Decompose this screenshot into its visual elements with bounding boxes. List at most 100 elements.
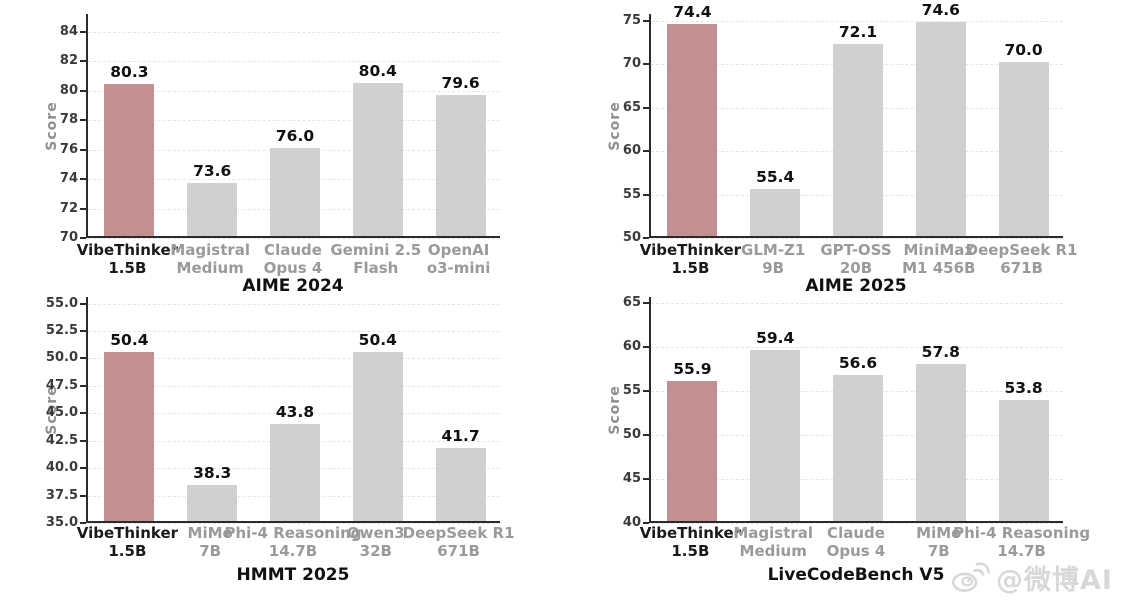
tick-mark — [80, 119, 86, 122]
bar — [435, 447, 486, 521]
category-label: GPT-OSS 20B — [820, 241, 892, 277]
tick-mark — [643, 346, 649, 349]
tick-mark — [80, 384, 86, 387]
tick-mark — [643, 302, 649, 305]
bar — [915, 22, 966, 236]
value-label: 50.4 — [110, 331, 149, 350]
tick-mark — [80, 30, 86, 33]
tick-mark — [643, 434, 649, 437]
value-label: 59.4 — [756, 329, 795, 348]
gridline — [651, 238, 1063, 239]
category-label: MiniMax M1 456B — [902, 241, 976, 277]
tick-mark — [80, 60, 86, 63]
gridline — [88, 385, 500, 387]
category-label: MiMo 7B — [916, 524, 962, 560]
category-label: VibeThinker 1.5B — [76, 524, 179, 560]
bar — [998, 399, 1049, 521]
category-label: Gemini 2.5 Flash — [330, 241, 422, 277]
value-label: 53.8 — [1004, 378, 1043, 397]
bar — [270, 147, 320, 236]
gridline — [88, 61, 500, 63]
y-tick-label: 45 — [622, 471, 641, 487]
y-tick-label: 70 — [622, 56, 641, 72]
bar — [667, 24, 718, 236]
tick-mark — [80, 302, 86, 305]
y-tick-label: 42.5 — [45, 432, 78, 448]
chart-panel-livecodebench-v5: Score 55.9 59.4 56.6 57.8 53.8 VibeThinker 1… — [563, 289, 1125, 605]
value-label: 74.6 — [921, 1, 960, 20]
tick-mark — [80, 412, 86, 415]
bar — [435, 94, 486, 236]
value-label: 80.4 — [358, 61, 397, 80]
y-tick-label: 47.5 — [45, 377, 78, 393]
value-label: 43.8 — [275, 403, 315, 422]
tick-mark — [80, 207, 86, 210]
tick-mark — [643, 390, 649, 393]
value-label: 55.4 — [756, 168, 795, 187]
chart-title: AIME 2025 — [805, 276, 907, 296]
tick-mark — [643, 478, 649, 481]
tick-mark — [80, 178, 86, 181]
value-label: 38.3 — [193, 463, 232, 482]
y-tick-label: 40 — [622, 515, 641, 530]
tick-mark — [643, 63, 649, 66]
bar — [352, 352, 403, 521]
gridline — [88, 413, 500, 415]
gridline — [651, 523, 1063, 524]
plot-area: 74.4 55.4 72.1 74.6 70.0 — [643, 1, 1063, 239]
watermark: @微博AI — [948, 556, 1113, 598]
gridline — [88, 90, 500, 92]
y-tick-label: 50 — [622, 230, 641, 245]
category-axis: VibeThinker 1.5B MiMo 7B Phi-4 Reasoning 1… — [0, 523, 562, 563]
tick-mark — [80, 494, 86, 497]
y-tick-label: 78 — [59, 112, 78, 128]
y-tick-label: 75 — [622, 12, 641, 28]
category-label: VibeThinker 1.5B — [639, 241, 742, 277]
watermark-text: @微博AI — [996, 564, 1113, 596]
y-tick-label: 45.0 — [45, 405, 78, 421]
bar — [833, 44, 883, 236]
tick-mark — [643, 19, 649, 22]
value-label: 57.8 — [921, 343, 960, 362]
y-tick-label: 72 — [59, 200, 78, 216]
y-tick-label: 84 — [59, 23, 78, 39]
tick-mark — [80, 148, 86, 151]
gridline — [88, 120, 500, 122]
tick-mark — [643, 106, 649, 109]
gridline — [651, 347, 1063, 349]
tick-mark — [80, 357, 86, 360]
gridline — [88, 331, 500, 332]
y-tick-label: 76 — [59, 141, 78, 157]
category-label: Claude Opus 4 — [826, 524, 886, 560]
bar — [187, 484, 238, 521]
chart-panel-hmmt-2025: Score 50.4 38.3 43.8 50.4 41.7 VibeThinker 1… — [0, 289, 562, 605]
chart-panel-aime-2025: Score 74.4 55.4 72.1 74.6 70.0 VibeThinker 1… — [563, 0, 1125, 296]
gridline — [88, 523, 500, 524]
bar — [998, 62, 1049, 236]
value-label: 73.6 — [193, 161, 232, 180]
category-label: OpenAI o3-mini — [426, 241, 491, 277]
chart-title: HMMT 2025 — [236, 565, 350, 585]
value-label: 70.0 — [1004, 41, 1043, 60]
plot-area: 55.9 59.4 56.6 57.8 53.8 — [643, 297, 1063, 524]
y-tick-label: 60 — [622, 143, 641, 159]
plot-area: 50.4 38.3 43.8 50.4 41.7 — [80, 297, 500, 524]
category-label: GLM-Z1 9B — [741, 241, 806, 277]
y-tick-label: 50 — [622, 427, 641, 443]
value-label: 76.0 — [275, 126, 315, 145]
tick-mark — [80, 237, 86, 239]
y-tick-label: 50.0 — [45, 350, 78, 366]
category-label: Magistral Medium — [733, 524, 814, 560]
y-tick-label: 52.5 — [45, 323, 78, 338]
y-tick-label: 70 — [59, 230, 78, 245]
category-label: Claude Opus 4 — [263, 241, 323, 277]
gridline — [88, 238, 500, 239]
category-axis: VibeThinker 1.5B Magistral Medium Claude O… — [0, 240, 562, 280]
chart-title: LiveCodeBench V5 — [767, 565, 945, 585]
value-label: 80.3 — [110, 63, 149, 82]
plot-area: 80.3 73.6 76.0 80.4 79.6 — [80, 14, 500, 239]
bar — [104, 84, 155, 236]
chart-panel-aime-2024: Score 80.3 73.6 76.0 80.4 79.6 VibeThinker 1… — [0, 0, 562, 296]
tick-mark — [80, 522, 86, 524]
